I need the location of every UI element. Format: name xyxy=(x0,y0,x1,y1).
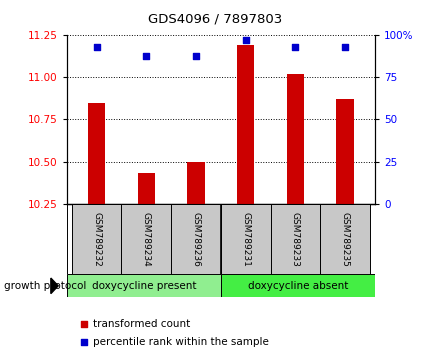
Bar xyxy=(237,46,254,204)
Point xyxy=(291,44,298,50)
Point xyxy=(143,53,150,58)
Text: transformed count: transformed count xyxy=(92,319,190,329)
Text: GSM789236: GSM789236 xyxy=(191,211,200,267)
Text: GSM789233: GSM789233 xyxy=(290,211,299,267)
Bar xyxy=(336,99,353,204)
Bar xyxy=(67,274,221,297)
Text: GDS4096 / 7897803: GDS4096 / 7897803 xyxy=(148,12,282,25)
Bar xyxy=(88,103,105,204)
Bar xyxy=(171,204,221,274)
Text: doxycycline absent: doxycycline absent xyxy=(247,281,347,291)
Text: growth protocol: growth protocol xyxy=(4,281,86,291)
Bar xyxy=(286,74,304,204)
Bar xyxy=(270,204,319,274)
Point xyxy=(192,53,199,58)
Text: percentile rank within the sample: percentile rank within the sample xyxy=(92,337,268,347)
Polygon shape xyxy=(51,278,58,294)
Text: GSM789232: GSM789232 xyxy=(92,212,101,266)
Point xyxy=(93,44,100,50)
Text: GSM789234: GSM789234 xyxy=(141,212,150,266)
Point xyxy=(341,44,348,50)
Bar xyxy=(221,274,374,297)
Bar xyxy=(187,161,204,204)
Point xyxy=(80,339,87,344)
Point xyxy=(80,321,87,327)
Bar xyxy=(121,204,171,274)
Text: GSM789231: GSM789231 xyxy=(241,211,250,267)
Text: doxycycline present: doxycycline present xyxy=(92,281,196,291)
Bar xyxy=(319,204,369,274)
Text: GSM789235: GSM789235 xyxy=(340,211,349,267)
Bar xyxy=(221,204,270,274)
Bar xyxy=(72,204,121,274)
Bar xyxy=(137,173,155,204)
Point xyxy=(242,38,249,43)
